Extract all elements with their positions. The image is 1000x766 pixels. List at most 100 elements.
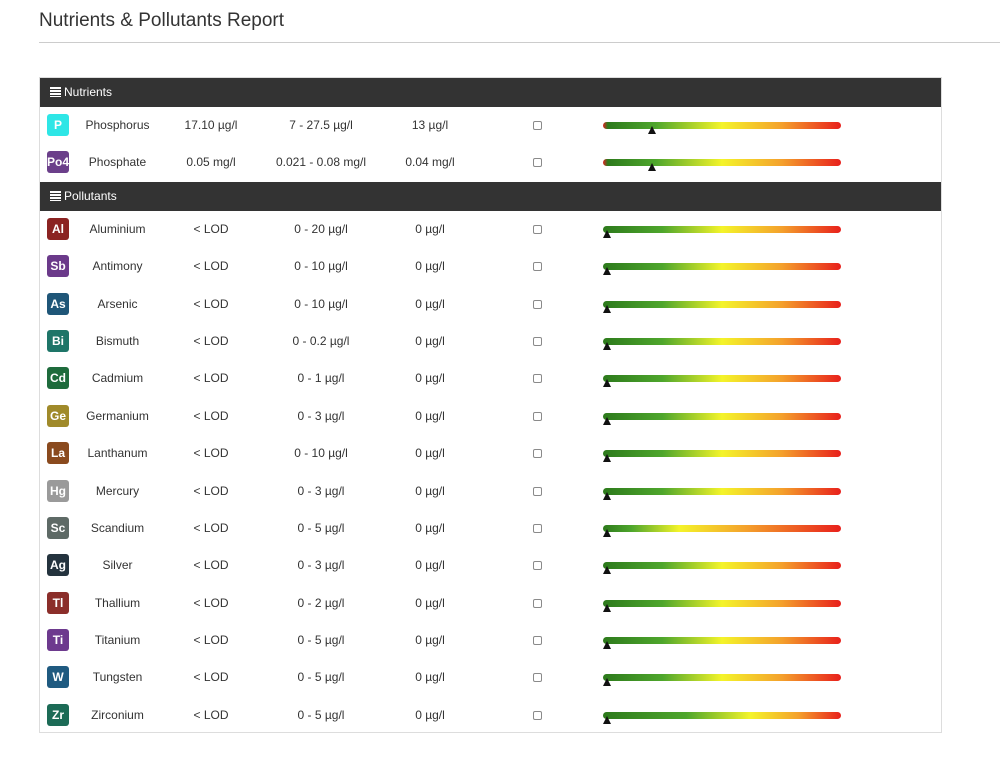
menu-icon bbox=[50, 87, 61, 97]
measured-value: < LOD bbox=[193, 483, 229, 498]
measured-value: < LOD bbox=[193, 707, 229, 722]
level-gauge bbox=[603, 524, 841, 537]
target-value: 0 µg/l bbox=[415, 670, 445, 685]
level-gauge bbox=[603, 337, 841, 350]
level-gauge bbox=[603, 263, 841, 276]
element-name: Tungsten bbox=[92, 670, 143, 685]
target-value: 0 µg/l bbox=[415, 633, 445, 648]
gauge-marker-icon bbox=[603, 229, 611, 238]
recommended-range: 0 - 5 µg/l bbox=[297, 670, 345, 685]
table-row: Tl Thallium < LOD 0 - 2 µg/l 0 µg/l bbox=[40, 585, 941, 622]
section-label: Nutrients bbox=[64, 85, 113, 99]
element-name: Titanium bbox=[94, 633, 141, 648]
gauge-marker-icon bbox=[603, 304, 611, 313]
select-checkbox[interactable] bbox=[533, 411, 542, 421]
element-name: Germanium bbox=[86, 408, 149, 423]
recommended-range: 0 - 20 µg/l bbox=[294, 221, 348, 236]
gauge-bar bbox=[603, 450, 841, 458]
measured-value: < LOD bbox=[193, 221, 229, 236]
target-value: 0 µg/l bbox=[415, 558, 445, 573]
measured-value: < LOD bbox=[193, 371, 229, 386]
gauge-bar bbox=[603, 263, 841, 271]
recommended-range: 0 - 5 µg/l bbox=[297, 520, 345, 535]
select-checkbox[interactable] bbox=[533, 598, 542, 608]
select-checkbox[interactable] bbox=[533, 486, 542, 496]
gauge-marker-icon bbox=[603, 454, 611, 463]
level-gauge bbox=[603, 599, 841, 612]
table-row: Bi Bismuth < LOD 0 - 0.2 µg/l 0 µg/l bbox=[40, 323, 941, 360]
gauge-marker-icon bbox=[603, 528, 611, 537]
element-name: Mercury bbox=[95, 483, 140, 498]
level-gauge bbox=[603, 562, 841, 575]
level-gauge bbox=[603, 300, 841, 313]
level-gauge bbox=[603, 674, 841, 687]
recommended-range: 0 - 3 µg/l bbox=[297, 408, 345, 423]
measured-value: < LOD bbox=[193, 446, 229, 461]
element-name: Aluminium bbox=[89, 221, 146, 236]
select-checkbox[interactable] bbox=[533, 299, 542, 309]
element-name: Silver bbox=[102, 558, 133, 573]
element-badge: Cd bbox=[47, 367, 69, 390]
table-row: Sc Scandium < LOD 0 - 5 µg/l 0 µg/l bbox=[40, 510, 941, 547]
table-row: Ti Titanium < LOD 0 - 5 µg/l 0 µg/l bbox=[40, 622, 941, 659]
section-label: Pollutants bbox=[64, 188, 117, 203]
element-badge: Po4 bbox=[47, 151, 69, 174]
recommended-range: 0 - 10 µg/l bbox=[294, 259, 348, 274]
element-badge: Bi bbox=[47, 329, 69, 352]
section-header-pollutants: Pollutants bbox=[40, 181, 941, 211]
select-checkbox[interactable] bbox=[533, 449, 542, 459]
target-value: 0 µg/l bbox=[415, 333, 445, 348]
gauge-marker-icon bbox=[603, 267, 611, 276]
table-row: Cd Cadmium < LOD 0 - 1 µg/l 0 µg/l bbox=[40, 360, 941, 397]
table-row: Ag Silver < LOD 0 - 3 µg/l 0 µg/l bbox=[40, 547, 941, 584]
element-name: Antimony bbox=[92, 259, 143, 274]
table-row: Po4 Phosphate 0.05 mg/l 0.021 - 0.08 mg/l 0.… bbox=[40, 144, 941, 181]
element-name: Scandium bbox=[90, 520, 145, 535]
table-row: La Lanthanum < LOD 0 - 10 µg/l 0 µg/l bbox=[40, 435, 941, 472]
level-gauge bbox=[603, 412, 841, 425]
report-table: Nutrients P Phosphorus 17.10 µg/l 7 - 27.5 µ… bbox=[39, 77, 942, 733]
level-gauge bbox=[603, 487, 841, 500]
select-checkbox[interactable] bbox=[533, 523, 542, 533]
element-badge: Hg bbox=[47, 479, 69, 502]
recommended-range: 7 - 27.5 µg/l bbox=[289, 118, 353, 132]
select-checkbox[interactable] bbox=[533, 561, 542, 571]
target-value: 13 µg/l bbox=[411, 118, 449, 132]
select-checkbox[interactable] bbox=[533, 262, 542, 272]
gauge-marker-icon bbox=[603, 715, 611, 724]
level-gauge bbox=[603, 375, 841, 388]
target-value: 0 µg/l bbox=[415, 483, 445, 498]
element-name: Zirconium bbox=[91, 707, 144, 722]
level-gauge bbox=[603, 450, 841, 463]
select-checkbox[interactable] bbox=[533, 121, 542, 130]
select-checkbox[interactable] bbox=[533, 673, 542, 683]
gauge-marker-icon bbox=[603, 641, 611, 650]
select-checkbox[interactable] bbox=[533, 374, 542, 384]
select-checkbox[interactable] bbox=[533, 224, 542, 234]
menu-icon bbox=[50, 190, 61, 201]
element-badge: Sb bbox=[47, 255, 69, 278]
element-name: Phosphate bbox=[88, 155, 147, 170]
select-checkbox[interactable] bbox=[533, 158, 542, 168]
select-checkbox[interactable] bbox=[533, 710, 542, 720]
recommended-range: 0 - 10 µg/l bbox=[294, 296, 348, 311]
recommended-range: 0 - 2 µg/l bbox=[297, 595, 345, 610]
section-header-nutrients: Nutrients bbox=[40, 78, 941, 107]
recommended-range: 0 - 3 µg/l bbox=[297, 558, 345, 573]
target-value: 0 µg/l bbox=[415, 296, 445, 311]
measured-value: < LOD bbox=[193, 333, 229, 348]
level-gauge bbox=[603, 711, 841, 724]
gauge-marker-icon bbox=[648, 126, 657, 134]
select-checkbox[interactable] bbox=[533, 636, 542, 646]
element-name: Phosphorus bbox=[85, 118, 150, 132]
measured-value: < LOD bbox=[193, 633, 229, 648]
table-row: W Tungsten < LOD 0 - 5 µg/l 0 µg/l bbox=[40, 659, 941, 696]
element-badge: P bbox=[47, 114, 69, 136]
select-checkbox[interactable] bbox=[533, 336, 542, 346]
element-name: Bismuth bbox=[95, 333, 140, 348]
recommended-range: 0 - 1 µg/l bbox=[297, 371, 345, 386]
element-badge: Ti bbox=[47, 629, 69, 652]
element-badge: Zr bbox=[47, 703, 69, 726]
recommended-range: 0 - 0.2 µg/l bbox=[292, 333, 350, 348]
element-badge: Al bbox=[47, 217, 69, 240]
